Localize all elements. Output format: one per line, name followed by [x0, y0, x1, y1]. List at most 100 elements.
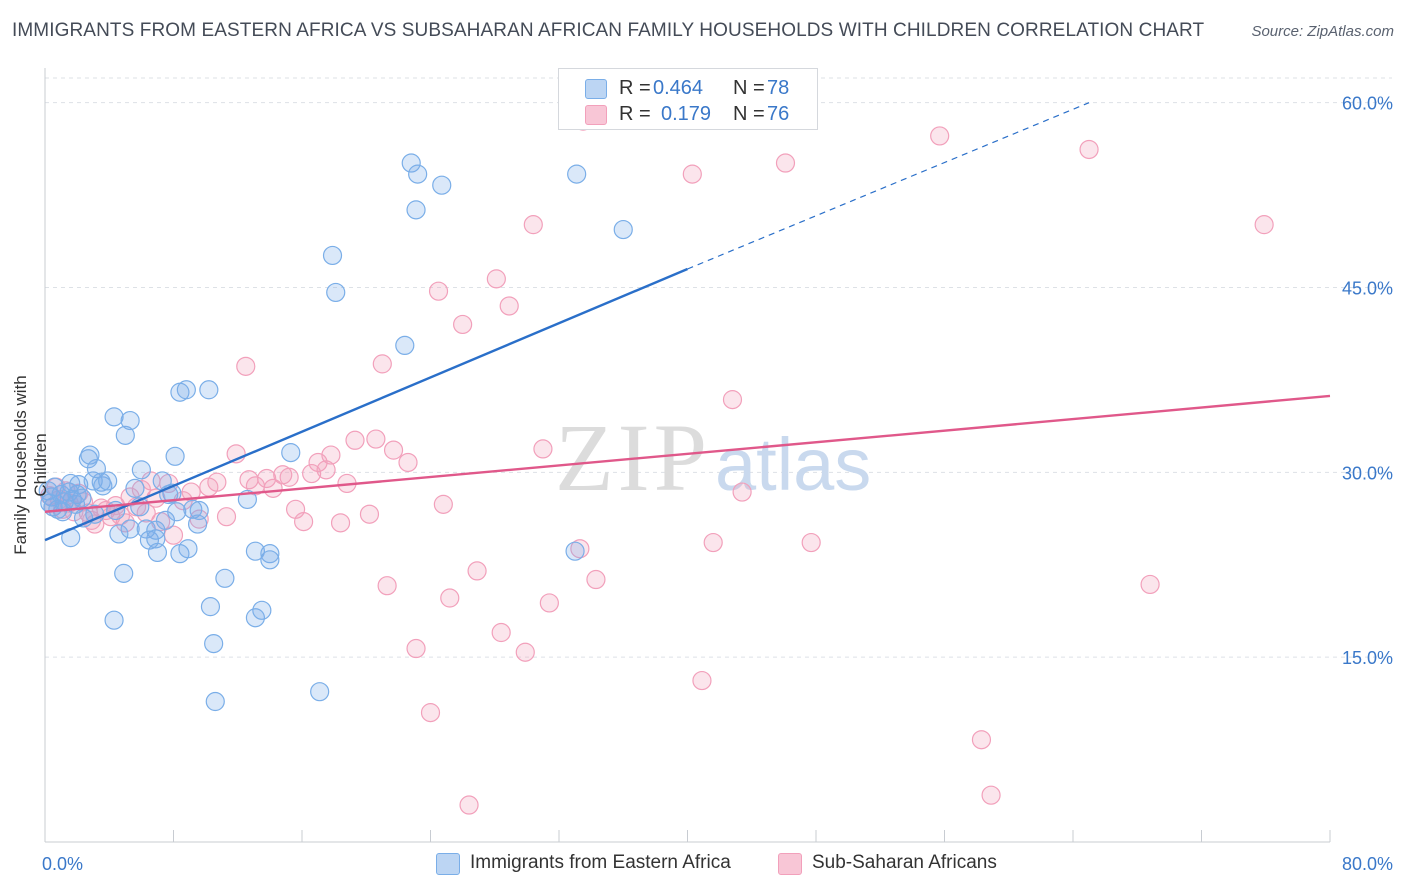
- eastern-africa-point: [215, 568, 235, 588]
- legend-swatch-pink: [585, 105, 607, 125]
- subsaharan-point: [703, 532, 723, 553]
- eastern-africa-point: [104, 407, 124, 427]
- subsaharan-point: [359, 504, 380, 524]
- eastern-africa-point: [408, 164, 428, 184]
- eastern-africa-point: [245, 541, 266, 561]
- eastern-africa-point: [98, 471, 118, 491]
- y-tick-labels: 15.0% 30.0% 45.0% 60.0%: [1342, 94, 1393, 669]
- subsaharan-point: [263, 478, 283, 498]
- eastern-africa-point: [109, 524, 129, 544]
- eastern-africa-point: [61, 473, 81, 494]
- eastern-africa-point: [322, 245, 343, 266]
- subsaharan-point: [398, 452, 418, 473]
- eastern-africa-point: [432, 175, 452, 195]
- subsaharan-point: [1079, 139, 1099, 160]
- subsaharan-point: [345, 430, 365, 450]
- subsaharan-point: [377, 576, 397, 596]
- subsaharan-point: [539, 593, 559, 613]
- eastern-africa-point: [252, 600, 272, 620]
- subsaharan-point: [433, 494, 453, 514]
- eastern-africa-point: [183, 499, 203, 519]
- subsaharan-point: [207, 472, 227, 492]
- x-tick-label-min: 0.0%: [42, 854, 83, 874]
- subsaharan-point: [499, 296, 519, 316]
- eastern-africa-point: [120, 519, 140, 539]
- subsaharan-point: [981, 785, 1001, 805]
- series-eastern-africa-points: [38, 153, 633, 712]
- chart-title: IMMIGRANTS FROM EASTERN AFRICA VS SUBSAH…: [12, 20, 1205, 41]
- source-label: Source: ZipAtlas.com: [1251, 23, 1394, 40]
- legend-swatch-blue: [585, 79, 607, 99]
- subsaharan-point: [732, 482, 752, 502]
- watermark: ZIP atlas: [555, 404, 871, 511]
- eastern-africa-point: [395, 335, 415, 355]
- subsaharan-point: [420, 703, 441, 723]
- subsaharan-point: [930, 126, 950, 146]
- subsaharan-point: [216, 507, 237, 527]
- legend-label-subsaharan: Sub-Saharan Africans: [812, 852, 997, 873]
- eastern-africa-point: [310, 682, 330, 702]
- y-tick-label: 15.0%: [1342, 648, 1393, 668]
- eastern-africa-point: [281, 443, 301, 463]
- subsaharan-point: [467, 561, 487, 581]
- eastern-africa-point: [125, 478, 145, 498]
- subsaharan-point: [801, 532, 821, 553]
- axes: [44, 68, 1331, 843]
- subsaharan-point: [692, 670, 712, 691]
- watermark-atlas: atlas: [715, 423, 871, 506]
- subsaharan-point: [523, 215, 543, 235]
- legend-r-value-blue: 0.464: [653, 77, 704, 99]
- subsaharan-point: [321, 445, 341, 465]
- subsaharan-point: [459, 795, 479, 815]
- y-tick-label: 30.0%: [1342, 463, 1393, 483]
- legend-swatch-pink: [778, 853, 802, 875]
- watermark-zip: ZIP: [555, 404, 711, 511]
- subsaharan-point: [515, 642, 535, 662]
- eastern-africa-point: [45, 477, 65, 497]
- eastern-africa-point: [67, 484, 87, 505]
- subsaharan-point: [181, 482, 201, 502]
- eastern-africa-point: [165, 446, 185, 466]
- eastern-africa-point: [567, 164, 587, 184]
- eastern-africa-point: [199, 380, 219, 400]
- eastern-africa-point: [104, 610, 124, 630]
- subsaharan-point: [236, 356, 256, 376]
- eastern-africa-point: [205, 691, 225, 712]
- subsaharan-point: [257, 468, 277, 489]
- eastern-africa-point: [176, 380, 196, 400]
- eastern-africa-point: [326, 282, 346, 303]
- subsaharan-point: [428, 281, 449, 301]
- series-subsaharan-points: [40, 111, 1274, 815]
- subsaharan-point: [316, 460, 336, 480]
- eastern-africa-point: [565, 541, 585, 561]
- eastern-africa-point: [147, 542, 168, 563]
- eastern-africa-point: [178, 539, 198, 559]
- subsaharan-point: [366, 429, 386, 449]
- eastern-africa-point: [120, 410, 140, 431]
- eastern-africa-point: [189, 500, 209, 521]
- eastern-africa-point: [613, 219, 633, 240]
- subsaharan-point: [279, 467, 299, 487]
- subsaharan-point: [440, 588, 460, 608]
- legend-n-label: N =: [733, 77, 765, 99]
- subsaharan-point: [1254, 215, 1274, 235]
- legend-r-label: R =: [619, 77, 651, 99]
- correlation-legend: R = 0.464 N = 78 R = 0.179 N = 76: [558, 68, 818, 130]
- legend-n-label: N =: [733, 103, 765, 125]
- eastern-africa-point: [131, 460, 151, 480]
- legend-n-value-pink: 76: [767, 103, 790, 125]
- eastern-africa-point: [245, 608, 266, 628]
- eastern-africa-point: [200, 597, 221, 617]
- subsaharan-point: [330, 513, 351, 533]
- y-axis-label: Family Households with Children: [11, 375, 50, 555]
- eastern-africa-point: [204, 634, 224, 654]
- eastern-africa-point: [115, 425, 135, 445]
- subsaharan-point: [453, 314, 473, 335]
- eastern-africa-point: [114, 563, 134, 583]
- subsaharan-point: [294, 512, 314, 532]
- subsaharan-point: [533, 439, 553, 459]
- legend-label-eastern-africa: Immigrants from Eastern Africa: [470, 852, 731, 873]
- subsaharan-point: [491, 622, 511, 643]
- subsaharan-point: [682, 164, 702, 184]
